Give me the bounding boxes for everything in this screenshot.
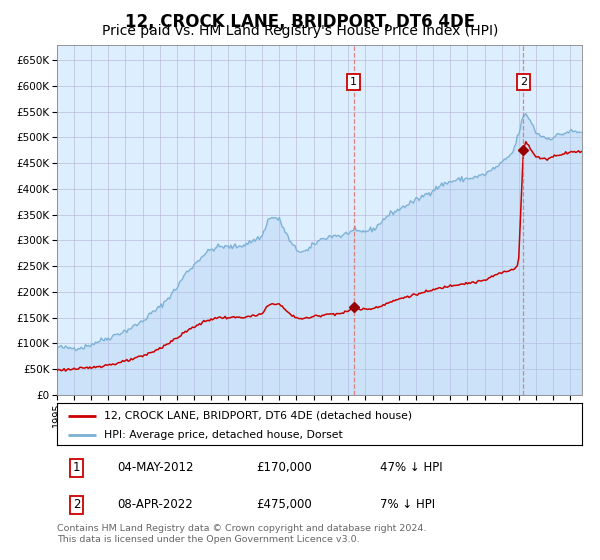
Text: 7% ↓ HPI: 7% ↓ HPI [380,498,435,511]
Text: 08-APR-2022: 08-APR-2022 [118,498,193,511]
Text: 12, CROCK LANE, BRIDPORT, DT6 4DE: 12, CROCK LANE, BRIDPORT, DT6 4DE [125,13,475,31]
Text: 12, CROCK LANE, BRIDPORT, DT6 4DE (detached house): 12, CROCK LANE, BRIDPORT, DT6 4DE (detac… [104,411,412,421]
Text: 1: 1 [73,461,80,474]
Text: 04-MAY-2012: 04-MAY-2012 [118,461,194,474]
Text: Price paid vs. HM Land Registry's House Price Index (HPI): Price paid vs. HM Land Registry's House … [102,24,498,38]
Text: £170,000: £170,000 [257,461,312,474]
Text: Contains HM Land Registry data © Crown copyright and database right 2024.
This d: Contains HM Land Registry data © Crown c… [57,524,427,544]
Text: £475,000: £475,000 [257,498,312,511]
Text: 2: 2 [73,498,80,511]
Text: 1: 1 [350,77,357,87]
Text: HPI: Average price, detached house, Dorset: HPI: Average price, detached house, Dors… [104,430,343,440]
Text: 2: 2 [520,77,527,87]
Text: 47% ↓ HPI: 47% ↓ HPI [380,461,443,474]
